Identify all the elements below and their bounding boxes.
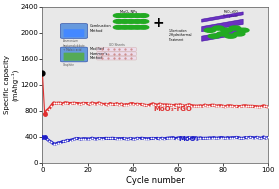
Text: MoO₃-rGO: MoO₃-rGO <box>154 105 193 112</box>
X-axis label: Cycle number: Cycle number <box>126 176 185 185</box>
Y-axis label: Specific capacity
(mAhg⁻¹): Specific capacity (mAhg⁻¹) <box>4 55 19 114</box>
Text: MoO₃: MoO₃ <box>179 136 199 143</box>
